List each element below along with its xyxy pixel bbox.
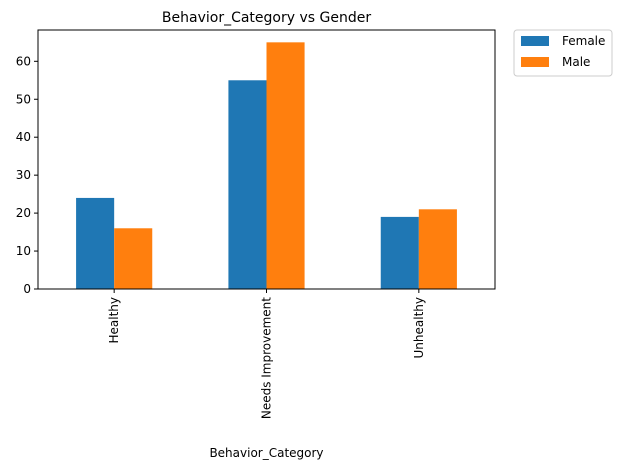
chart-title: Behavior_Category vs Gender [162,10,371,26]
legend: Female Male [513,29,613,77]
bar-female-needs-improvement [228,80,267,290]
y-tick-label: 40 [16,130,31,144]
y-tick-label: 30 [16,168,31,182]
y-tick-label: 60 [16,54,31,68]
x-axis-label: Behavior_Category [209,446,323,460]
legend-label-male: Male [562,55,590,69]
y-tick-label: 50 [16,92,31,106]
x-tick-label: Unhealthy [412,297,426,358]
y-axis: 0 10 20 30 40 50 60 [16,54,38,296]
y-tick-label: 20 [16,206,31,220]
bars-group [76,42,457,290]
bar-male-healthy [114,228,153,289]
x-tick-label: Needs Improvement [260,297,274,419]
bar-female-healthy [76,197,115,289]
y-tick-label: 10 [16,244,31,258]
bar-male-needs-improvement [266,42,305,290]
legend-swatch-female [521,36,549,46]
plot-frame [37,29,496,290]
x-tick-label: Healthy [107,297,121,344]
bar-female-unhealthy [380,216,419,289]
x-axis: Healthy Needs Improvement Unhealthy [107,289,426,419]
legend-swatch-male [521,57,549,67]
y-tick-label: 0 [23,282,31,296]
bar-male-unhealthy [418,209,457,289]
legend-label-female: Female [562,34,605,48]
